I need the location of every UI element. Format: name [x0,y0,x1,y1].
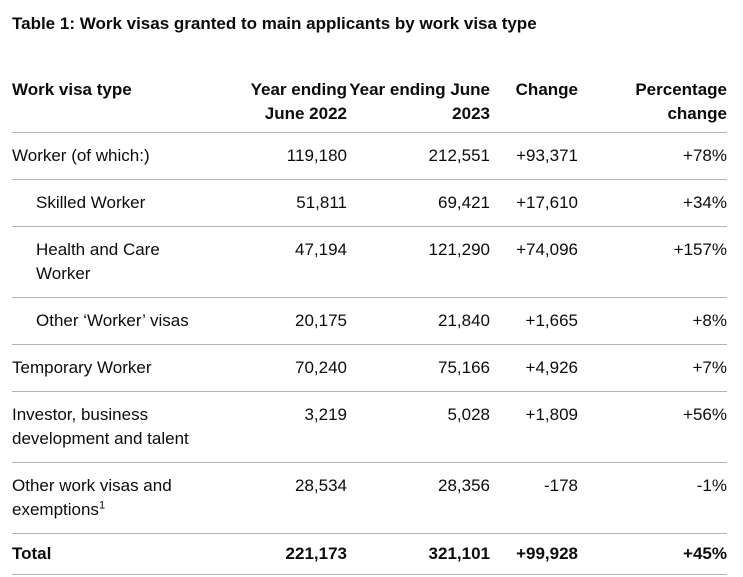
table-title: Table 1: Work visas granted to main appl… [12,14,537,33]
footnote-marker: 1 [98,499,106,512]
cell-ye-2022: 28,534 [212,462,347,534]
column-header-ye-2023: Year ending June 2023 [347,78,490,133]
cell-ye-2022: 119,180 [212,132,347,180]
column-header-ye-2022: Year ending June 2022 [212,78,347,133]
cell-change: +17,610 [490,179,578,227]
work-visas-table: Work visa type Year ending June 2022 Year … [12,78,727,575]
column-header-change: Change [490,78,578,133]
cell-change: +1,809 [490,391,578,463]
row-label: Total [12,533,212,575]
cell-ye-2023: 212,551 [347,132,490,180]
row-label: Other work visas and exemptions1 [12,462,212,534]
cell-ye-2023: 321,101 [347,533,490,575]
cell-ye-2023: 21,840 [347,297,490,345]
row-label: Investor, business development and talen… [12,391,212,463]
cell-pct-change: +34% [578,179,727,227]
cell-pct-change: +7% [578,344,727,392]
cell-pct-change: +157% [578,226,727,298]
table-row: Health and Care Worker 47,194 121,290 +74,0… [12,226,727,298]
table-row: Other work visas and exemptions1 28,534 28… [12,462,727,534]
table-row: Skilled Worker 51,811 69,421 +17,610 +34% [12,179,727,227]
cell-ye-2022: 70,240 [212,344,347,392]
cell-ye-2023: 5,028 [347,391,490,463]
row-label: Worker (of which:) [12,132,212,180]
header-row: Work visa type Year ending June 2022 Year … [12,78,727,133]
cell-ye-2023: 69,421 [347,179,490,227]
cell-change: +93,371 [490,132,578,180]
cell-ye-2022: 3,219 [212,391,347,463]
cell-change: +1,665 [490,297,578,345]
table-row: Temporary Worker 70,240 75,166 +4,926 +7% [12,344,727,392]
cell-ye-2023: 75,166 [347,344,490,392]
row-label: Temporary Worker [12,344,212,392]
cell-ye-2022: 221,173 [212,533,347,575]
row-label: Skilled Worker [12,179,212,227]
cell-pct-change: -1% [578,462,727,534]
cell-pct-change: +56% [578,391,727,463]
cell-ye-2022: 51,811 [212,179,347,227]
row-label: Health and Care Worker [12,226,212,298]
table-row: Investor, business development and talen… [12,391,727,463]
cell-pct-change: +78% [578,132,727,180]
cell-ye-2023: 28,356 [347,462,490,534]
row-label: Other ‘Worker’ visas [12,297,212,345]
cell-change: +99,928 [490,533,578,575]
column-header-visa-type: Work visa type [12,78,212,133]
cell-change: +74,096 [490,226,578,298]
cell-ye-2023: 121,290 [347,226,490,298]
column-header-pct-change: Percentage change [578,78,727,133]
table-body: Worker (of which:) 119,180 212,551 +93,371 +… [12,132,727,575]
cell-change: -178 [490,462,578,534]
cell-pct-change: +45% [578,533,727,575]
table-row: Other ‘Worker’ visas 20,175 21,840 +1,665 +8… [12,297,727,345]
cell-ye-2022: 20,175 [212,297,347,345]
cell-ye-2022: 47,194 [212,226,347,298]
cell-change: +4,926 [490,344,578,392]
table-row: Worker (of which:) 119,180 212,551 +93,371 +… [12,132,727,180]
total-row: Total 221,173 321,101 +99,928 +45% [12,533,727,575]
cell-pct-change: +8% [578,297,727,345]
